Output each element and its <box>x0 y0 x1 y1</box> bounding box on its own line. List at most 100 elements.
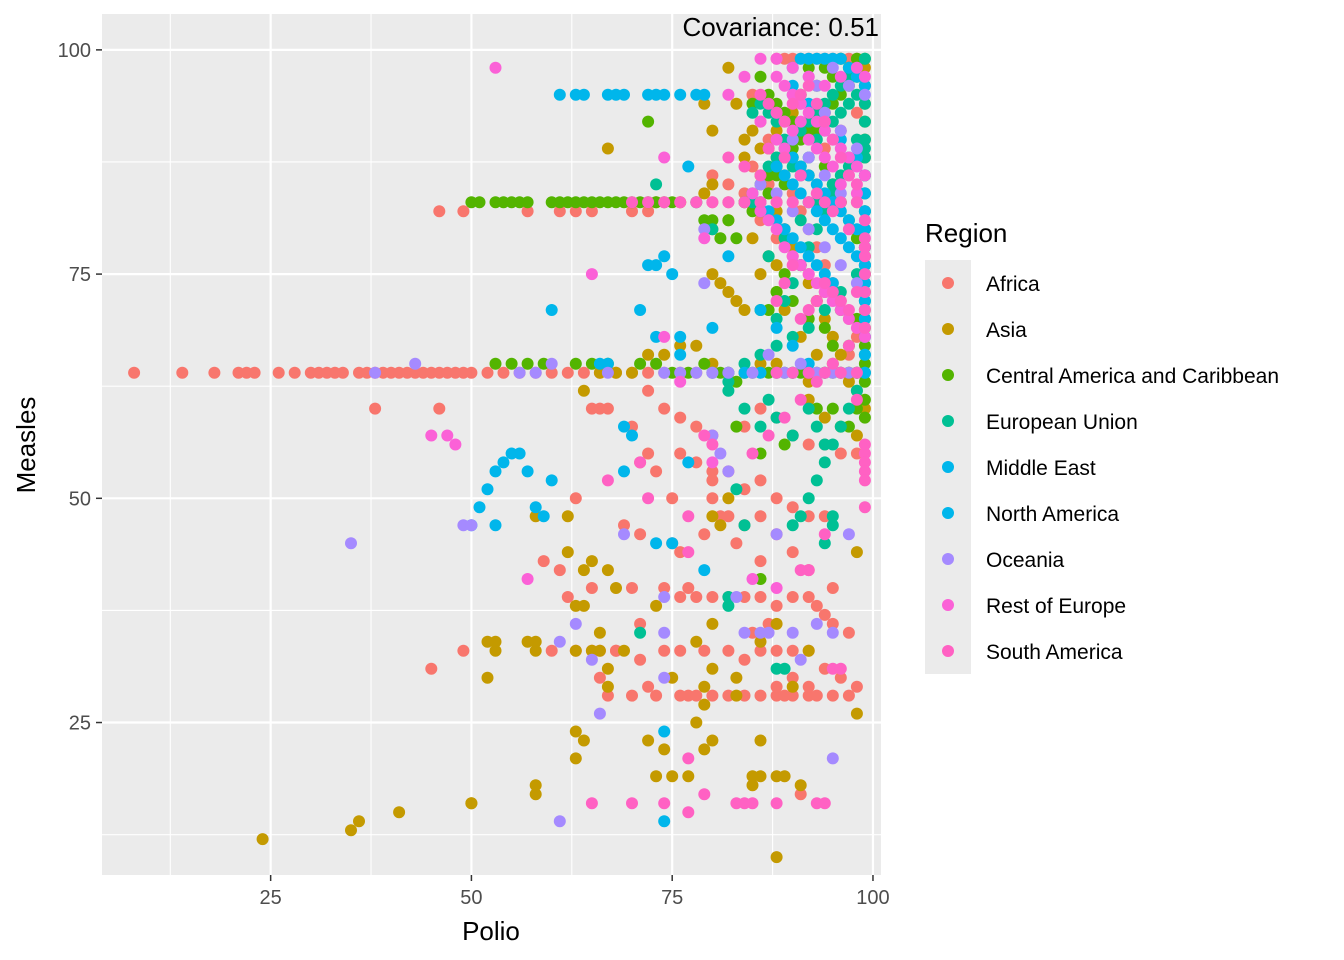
data-point <box>818 169 831 182</box>
data-point <box>698 528 711 541</box>
data-point <box>449 438 462 451</box>
data-point <box>818 456 831 469</box>
data-point <box>272 366 285 379</box>
data-point <box>810 205 823 218</box>
data-point <box>778 115 791 128</box>
data-point <box>762 142 775 155</box>
data-point <box>858 241 871 254</box>
data-point <box>850 707 863 720</box>
data-point <box>545 304 558 316</box>
data-point <box>786 259 799 272</box>
data-point <box>441 429 454 442</box>
data-point <box>658 644 671 657</box>
data-point <box>802 196 815 209</box>
data-point <box>794 510 807 523</box>
data-point <box>818 268 831 281</box>
data-point <box>706 617 719 630</box>
data-point <box>465 366 478 379</box>
data-point <box>722 196 735 209</box>
data-point <box>754 88 767 101</box>
data-point <box>425 662 438 675</box>
data-point <box>770 339 783 352</box>
data-point <box>722 286 735 298</box>
data-point <box>642 680 655 693</box>
legend: Region Africa Asia Central America and Car… <box>925 218 1279 674</box>
data-point <box>810 178 823 191</box>
data-point <box>248 366 261 379</box>
data-point <box>658 591 671 603</box>
data-point <box>601 662 614 675</box>
data-point <box>810 142 823 155</box>
data-point <box>690 420 703 433</box>
data-point <box>858 88 871 101</box>
data-point <box>610 582 622 594</box>
x-tick-label: 50 <box>460 887 482 909</box>
data-point <box>658 626 671 639</box>
data-point <box>770 259 783 272</box>
data-point <box>658 402 671 415</box>
data-point <box>682 510 695 523</box>
data-point <box>818 321 831 334</box>
data-point <box>481 671 494 684</box>
data-point <box>393 806 406 819</box>
data-point <box>754 169 767 182</box>
data-point <box>858 375 871 388</box>
data-point <box>738 160 751 173</box>
data-point <box>802 438 815 451</box>
legend-label: Central America and Caribbean <box>986 365 1279 388</box>
data-point <box>818 115 831 128</box>
data-point <box>706 689 719 702</box>
data-point <box>794 393 807 406</box>
data-point <box>650 259 663 272</box>
legend-label: South America <box>986 641 1123 664</box>
data-point <box>770 223 783 236</box>
data-point <box>786 519 799 532</box>
y-tick-label: 100 <box>58 40 91 62</box>
data-point <box>698 743 711 756</box>
legend-key <box>942 369 954 381</box>
data-point <box>770 851 783 864</box>
y-tick-label: 25 <box>69 713 91 735</box>
data-point <box>858 357 871 370</box>
data-point <box>770 680 783 693</box>
data-point <box>786 546 799 559</box>
data-point <box>658 366 671 379</box>
x-tick-label: 100 <box>856 887 889 909</box>
data-point <box>770 599 783 612</box>
x-tick-label: 75 <box>661 887 683 909</box>
data-point <box>834 447 847 460</box>
data-point <box>642 348 655 361</box>
data-point <box>481 483 494 496</box>
data-point <box>810 375 823 388</box>
data-point <box>778 770 791 783</box>
data-point <box>746 124 759 137</box>
data-point <box>818 241 831 254</box>
panel-background <box>102 14 881 875</box>
data-point <box>537 510 550 523</box>
data-point <box>770 797 783 810</box>
data-point <box>634 456 647 469</box>
data-point <box>770 644 783 657</box>
data-point <box>754 689 767 702</box>
data-point <box>842 402 855 415</box>
data-point <box>545 366 558 379</box>
data-point <box>834 420 847 433</box>
data-point <box>802 223 815 236</box>
data-point <box>650 537 663 550</box>
data-point <box>722 384 735 397</box>
data-point <box>810 259 823 272</box>
data-point <box>601 366 614 379</box>
data-point <box>674 591 687 603</box>
data-point <box>770 133 783 146</box>
data-point <box>642 205 655 218</box>
data-point <box>642 384 655 397</box>
data-point <box>642 447 655 460</box>
data-point <box>770 492 783 505</box>
data-point <box>208 366 221 379</box>
data-point <box>850 160 863 173</box>
data-point <box>529 635 542 648</box>
data-point <box>698 680 711 693</box>
data-point <box>770 124 783 137</box>
data-point <box>409 357 422 370</box>
data-point <box>802 644 815 657</box>
